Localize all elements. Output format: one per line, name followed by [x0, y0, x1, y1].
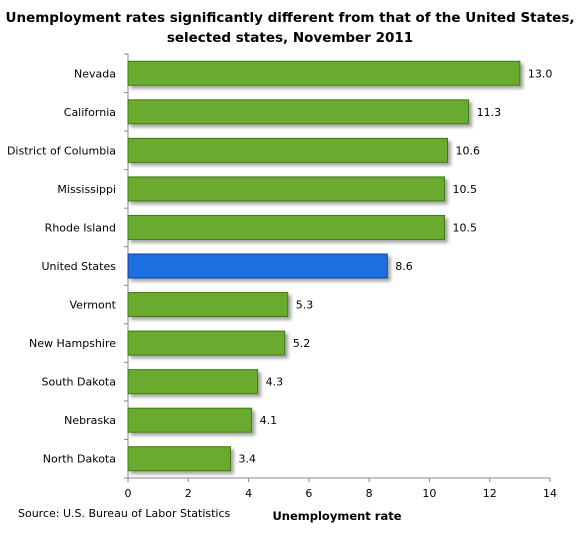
bar-rhode-island — [127, 214, 445, 240]
source-note: Source: U.S. Bureau of Labor Statistics — [18, 507, 231, 520]
x-tick-label: 8 — [366, 487, 373, 500]
bar-united-states — [127, 253, 388, 279]
value-label: 8.6 — [395, 260, 413, 273]
bar-nevada — [127, 60, 521, 86]
value-label: 5.2 — [293, 337, 311, 350]
category-label: Rhode Island — [45, 221, 116, 234]
category-label: South Dakota — [42, 376, 116, 389]
value-label: 10.5 — [453, 221, 478, 234]
labels: 0 2 4 6 8 10 12 14 Unemployment rate Nevada 13.0 Ca… — [7, 67, 557, 523]
value-label: 10.6 — [456, 144, 481, 157]
category-label: Nevada — [74, 67, 116, 80]
value-label: 3.4 — [238, 453, 256, 466]
bar-north-dakota — [127, 446, 231, 472]
value-label: 4.3 — [266, 376, 284, 389]
bar-vermont — [127, 292, 289, 318]
category-label: Nebraska — [64, 414, 116, 427]
category-label: North Dakota — [43, 453, 116, 466]
bar-south-dakota — [127, 369, 259, 395]
bar-mississippi — [127, 176, 445, 202]
category-label: United States — [42, 260, 117, 273]
value-label: 4.1 — [260, 414, 278, 427]
x-tick-label: 0 — [125, 487, 132, 500]
x-tick-label: 2 — [185, 487, 192, 500]
category-label: Mississippi — [57, 183, 116, 196]
bars — [127, 60, 521, 472]
value-label: 5.3 — [296, 299, 314, 312]
x-tick-label: 14 — [543, 487, 557, 500]
value-label: 11.3 — [477, 106, 502, 119]
value-label: 13.0 — [528, 67, 553, 80]
chart-title-line-1: Unemployment rates significantly differe… — [5, 10, 575, 26]
chart-title-line-2: selected states, November 2011 — [166, 30, 414, 46]
bar-new-hampshire — [127, 330, 286, 356]
category-label: California — [64, 106, 116, 119]
x-tick-label: 10 — [422, 487, 436, 500]
x-axis-label: Unemployment rate — [272, 509, 401, 523]
x-tick-label: 4 — [245, 487, 252, 500]
bar-nebraska — [127, 407, 253, 433]
value-label: 10.5 — [453, 183, 478, 196]
category-label: Vermont — [70, 299, 117, 312]
x-tick-label: 6 — [305, 487, 312, 500]
chart-title: Unemployment rates significantly differe… — [0, 8, 580, 48]
bar-district-of-columbia — [127, 137, 449, 163]
x-tick-label: 12 — [483, 487, 497, 500]
category-label: New Hampshire — [29, 337, 116, 350]
bar-california — [127, 99, 470, 125]
category-label: District of Columbia — [7, 144, 116, 157]
